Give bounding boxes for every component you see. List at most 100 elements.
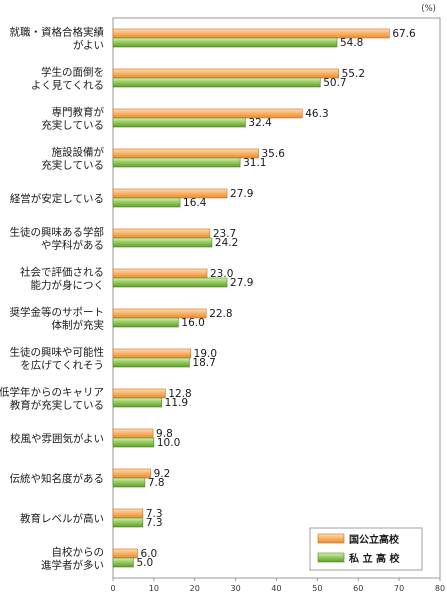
bar-kokkouritsu xyxy=(112,548,138,559)
bar-shiritsu xyxy=(112,157,241,168)
value-label: 12.8 xyxy=(168,388,191,400)
bar-shiritsu xyxy=(112,517,144,528)
x-tick-label: 60 xyxy=(353,584,363,593)
category-label-line: 伝統や知名度がある xyxy=(10,472,105,485)
category-label: 伝統や知名度がある xyxy=(10,472,105,485)
category-label: 学生の面倒をよく見てくれる xyxy=(31,66,104,92)
x-tick-label: 50 xyxy=(312,584,322,593)
bar-kokkouritsu xyxy=(112,108,303,119)
value-label: 23.7 xyxy=(213,228,236,240)
category-label: 経営が安定している xyxy=(10,192,104,205)
value-label: 16.4 xyxy=(183,197,207,209)
value-label: 35.6 xyxy=(262,148,286,160)
x-tick-label: 40 xyxy=(271,584,281,593)
x-tick-label: 20 xyxy=(190,584,200,593)
value-label: 7.3 xyxy=(146,517,163,529)
bar-shiritsu xyxy=(112,397,162,408)
category-label-line: 経営が安定している xyxy=(10,192,104,205)
value-label: 23.0 xyxy=(210,268,233,280)
value-label: 9.2 xyxy=(154,468,171,480)
plot-frame xyxy=(112,17,441,579)
value-label: 55.2 xyxy=(342,68,365,80)
category-label-line: 学生の面倒を xyxy=(41,66,104,79)
bar-shiritsu xyxy=(112,557,134,568)
category-label-line: や学科がある xyxy=(41,239,104,252)
x-axis-ticks: 0 10 20 30 40 50 60 70 80 xyxy=(110,578,445,593)
bar-kokkouritsu xyxy=(112,68,339,79)
bar-kokkouritsu xyxy=(112,188,228,199)
value-label: 10.0 xyxy=(157,437,180,449)
category-label-line: 充実している xyxy=(41,159,104,172)
value-label: 9.8 xyxy=(156,428,173,440)
value-label: 5.0 xyxy=(136,557,153,569)
bar-kokkouritsu xyxy=(112,148,259,159)
category-label-line: 教育が充実している xyxy=(10,399,104,412)
legend-label: 私 立 高 校 xyxy=(348,552,400,565)
category-label-line: 校風や雰囲気がよい xyxy=(10,432,104,445)
category-label: 自校からの進学者が多い xyxy=(41,546,104,572)
category-label-line: 生徒の興味や可能性 xyxy=(10,346,105,359)
bar-shiritsu xyxy=(112,77,321,88)
category-label-line: 低学年からのキャリア xyxy=(0,386,104,399)
category-label: 生徒の興味ある学部や学科がある xyxy=(10,226,105,252)
category-label: 施設設備が充実している xyxy=(41,146,104,172)
category-label: 生徒の興味や可能性を広げてくれそう xyxy=(10,346,105,372)
category-label-line: よく見てくれる xyxy=(31,80,104,92)
category-label: 教育レベルが高い xyxy=(20,512,104,525)
category-label-line: 充実している xyxy=(41,119,104,132)
value-label: 11.9 xyxy=(165,397,188,409)
value-label: 54.8 xyxy=(340,37,363,49)
value-label: 31.1 xyxy=(243,157,266,169)
value-label: 24.2 xyxy=(215,237,238,249)
legend-swatch xyxy=(317,533,345,544)
category-label-line: 専門教育が xyxy=(52,106,105,119)
category-label-line: 能力が身につく xyxy=(31,279,105,292)
unit-label: (%) xyxy=(421,4,436,14)
x-tick-label: 10 xyxy=(149,584,159,593)
value-label: 19.0 xyxy=(194,348,217,360)
bar-shiritsu xyxy=(112,277,228,288)
value-label: 32.4 xyxy=(248,117,272,129)
bar-kokkouritsu xyxy=(112,388,166,399)
x-tick-label: 30 xyxy=(231,584,241,593)
bar-shiritsu xyxy=(112,237,213,248)
bar-shiritsu xyxy=(112,117,246,128)
category-label-line: 社会で評価される xyxy=(20,266,104,279)
category-label: 奨学金等のサポート体制が充実 xyxy=(10,306,105,332)
category-label-line: を広げてくれそう xyxy=(20,359,104,372)
category-label-line: 自校からの xyxy=(52,546,105,559)
bar-shiritsu xyxy=(112,197,181,208)
value-label: 18.7 xyxy=(192,357,215,369)
bar-kokkouritsu xyxy=(112,268,208,279)
value-label: 22.8 xyxy=(209,308,232,320)
bar-shiritsu xyxy=(112,317,179,328)
bars-layer: 就職・資格合格実績がよい 67.6 54.8 学生の面倒をよく見てくれる 55.250.… xyxy=(0,26,416,572)
value-label: 27.9 xyxy=(230,277,253,289)
category-label: 就職・資格合格実績がよい xyxy=(10,26,105,52)
bar-shiritsu xyxy=(112,357,190,368)
category-label: 低学年からのキャリア教育が充実している xyxy=(0,386,104,412)
value-label: 27.9 xyxy=(230,188,253,200)
bar-shiritsu xyxy=(112,437,155,448)
bar-kokkouritsu xyxy=(112,428,154,439)
category-label-line: 進学者が多い xyxy=(41,559,104,572)
category-label-line: 施設設備が xyxy=(52,146,105,159)
category-label-line: 教育レベルが高い xyxy=(20,512,104,525)
category-label-line: 就職・資格合格実績 xyxy=(10,26,105,39)
category-label-line: 奨学金等のサポート xyxy=(10,306,105,319)
value-label: 67.6 xyxy=(392,28,416,40)
value-label: 46.3 xyxy=(305,108,328,120)
category-label-line: 生徒の興味ある学部 xyxy=(10,226,105,239)
value-label: 7.3 xyxy=(146,508,163,520)
value-label: 6.0 xyxy=(141,548,158,560)
category-label-line: 体制が充実 xyxy=(52,319,105,332)
category-label-line: がよい xyxy=(73,39,104,52)
bar-shiritsu xyxy=(112,477,146,488)
x-tick-label: 70 xyxy=(394,584,404,593)
category-label: 専門教育が充実している xyxy=(41,106,104,132)
x-tick-label: 80 xyxy=(435,584,445,593)
category-label: 社会で評価される能力が身につく xyxy=(20,266,104,292)
legend-label: 国公立高校 xyxy=(349,533,400,546)
bar-kokkouritsu xyxy=(112,468,151,479)
